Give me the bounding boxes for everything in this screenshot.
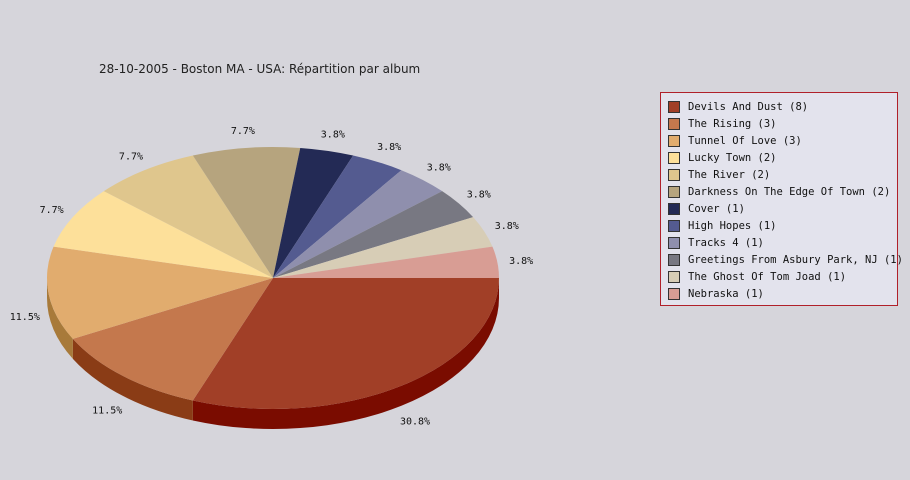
pie-percent-label-8: 3.8% (427, 162, 451, 173)
legend-item: Nebraska (1) (668, 285, 897, 302)
legend-label: Tracks 4 (1) (688, 236, 764, 249)
legend-item: Cover (1) (668, 200, 897, 217)
legend-label: The Ghost Of Tom Joad (1) (688, 270, 847, 283)
legend-swatch (668, 287, 680, 300)
pie-percent-label-5: 7.7% (231, 126, 255, 137)
pie-slice-side-0 (192, 278, 499, 429)
pie-percent-label-7: 3.8% (377, 142, 401, 153)
legend-label: The River (2) (688, 168, 771, 181)
legend-item: The Ghost Of Tom Joad (1) (668, 268, 897, 285)
legend-item: The River (2) (668, 166, 897, 183)
pie-slice-7[interactable] (273, 155, 402, 278)
legend-item: Lucky Town (2) (668, 149, 897, 166)
legend-item: Greetings From Asbury Park, NJ (1) (668, 251, 903, 268)
legend-swatch (668, 168, 680, 181)
pie-slice-9[interactable] (273, 191, 474, 278)
pie-slice-1[interactable] (72, 278, 274, 401)
legend-item: The Rising (3) (668, 115, 897, 132)
legend-item: Tracks 4 (1) (668, 234, 897, 251)
pie-slice-3[interactable] (53, 191, 273, 278)
legend-swatch (668, 100, 680, 113)
pie-percent-label-9: 3.8% (467, 189, 491, 200)
legend-label: Cover (1) (688, 202, 745, 215)
legend-swatch (668, 185, 680, 198)
pie-slice-4[interactable] (103, 155, 273, 278)
pie-slice-side-2 (47, 278, 73, 359)
pie-percent-label-10: 3.8% (495, 221, 519, 232)
pie-percent-label-2: 11.5% (10, 312, 40, 323)
pie-percent-label-11: 3.8% (509, 256, 533, 267)
legend-swatch (668, 151, 680, 164)
legend-item: Devils And Dust (8) (668, 98, 897, 115)
legend: Devils And Dust (8) The Rising (3) Tunnel … (660, 92, 903, 306)
pie-slice-11[interactable] (273, 246, 499, 278)
legend-swatch (668, 134, 680, 147)
pie-slice-8[interactable] (273, 170, 443, 278)
pie-slice-side-1 (72, 338, 193, 421)
pie-percent-label-6: 3.8% (321, 129, 345, 140)
chart-title: 28-10-2005 - Boston MA - USA: Répartitio… (99, 62, 421, 76)
pie-percent-label-3: 7.7% (40, 205, 64, 216)
legend-swatch (668, 270, 680, 283)
legend-swatch (668, 117, 680, 130)
legend-item: High Hopes (1) (668, 217, 897, 234)
legend-item: Tunnel Of Love (3) (668, 132, 897, 149)
pie-percent-label-4: 7.7% (119, 151, 143, 162)
legend-label: High Hopes (1) (688, 219, 777, 232)
pie-slice-6[interactable] (273, 147, 354, 278)
legend-swatch (668, 202, 680, 215)
legend-label: Tunnel Of Love (3) (688, 134, 802, 147)
pie-slice-2[interactable] (47, 246, 273, 339)
legend-label: Devils And Dust (8) (688, 100, 809, 113)
legend-label: Nebraska (1) (688, 287, 764, 300)
legend-swatch (668, 253, 680, 266)
pie-slice-10[interactable] (273, 217, 493, 278)
legend-label: The Rising (3) (688, 117, 777, 130)
legend-label: Lucky Town (2) (688, 151, 777, 164)
pie-slice-0[interactable] (192, 278, 499, 409)
legend-swatch (668, 219, 680, 232)
pie-slice-5[interactable] (192, 147, 301, 278)
pie-percent-label-1: 11.5% (92, 406, 122, 417)
legend-swatch (668, 236, 680, 249)
pie-percent-label-0: 30.8% (400, 417, 430, 428)
legend-label: Darkness On The Edge Of Town (2) (688, 185, 891, 198)
legend-item: Darkness On The Edge Of Town (2) (668, 183, 897, 200)
legend-label: Greetings From Asbury Park, NJ (1) (688, 253, 903, 266)
